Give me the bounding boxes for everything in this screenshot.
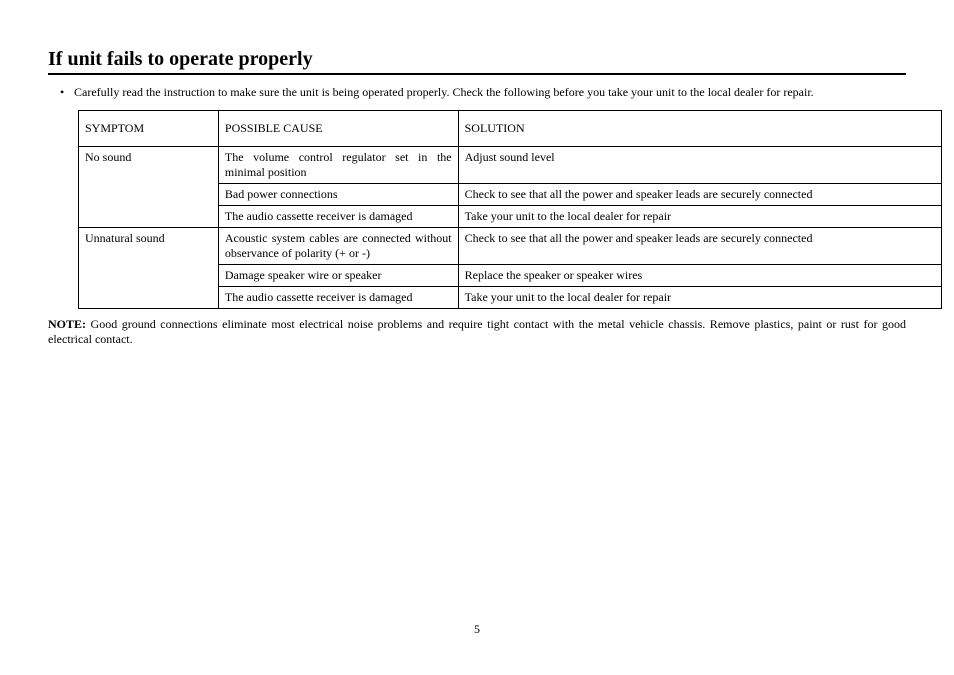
col-symptom: SYMPTOM [79, 111, 219, 147]
cell-solution: Replace the speaker or speaker wires [458, 265, 941, 287]
cell-solution: Take your unit to the local dealer for r… [458, 206, 941, 228]
cell-symptom: Unnatural sound [79, 228, 219, 309]
cell-solution: Check to see that all the power and spea… [458, 184, 941, 206]
note-paragraph: NOTE: Good ground connections eliminate … [48, 317, 906, 347]
cell-solution: Adjust sound level [458, 147, 941, 184]
note-label: NOTE: [48, 317, 86, 331]
note-text: Good ground connections eliminate most e… [48, 317, 906, 346]
troubleshooting-table: SYMPTOM POSSIBLE CAUSE SOLUTION No sound… [78, 110, 942, 309]
cell-cause: The audio cassette receiver is damaged [218, 287, 458, 309]
cell-solution: Check to see that all the power and spea… [458, 228, 941, 265]
table-row: No sound The volume control regulator se… [79, 147, 942, 184]
intro-text: Carefully read the instruction to make s… [74, 85, 906, 100]
col-cause: POSSIBLE CAUSE [218, 111, 458, 147]
cell-cause: Bad power connections [218, 184, 458, 206]
page-number: 5 [0, 622, 954, 637]
cell-cause: The audio cassette receiver is damaged [218, 206, 458, 228]
bullet-glyph: • [60, 85, 74, 100]
intro-bullet: • Carefully read the instruction to make… [60, 85, 906, 100]
col-solution: SOLUTION [458, 111, 941, 147]
cell-cause: Acoustic system cables are connected wit… [218, 228, 458, 265]
cell-solution: Take your unit to the local dealer for r… [458, 287, 941, 309]
table-row: Unnatural sound Acoustic system cables a… [79, 228, 942, 265]
table-header-row: SYMPTOM POSSIBLE CAUSE SOLUTION [79, 111, 942, 147]
cell-cause: Damage speaker wire or speaker [218, 265, 458, 287]
cell-cause: The volume control regulator set in the … [218, 147, 458, 184]
page-title: If unit fails to operate properly [48, 48, 906, 75]
cell-symptom: No sound [79, 147, 219, 228]
